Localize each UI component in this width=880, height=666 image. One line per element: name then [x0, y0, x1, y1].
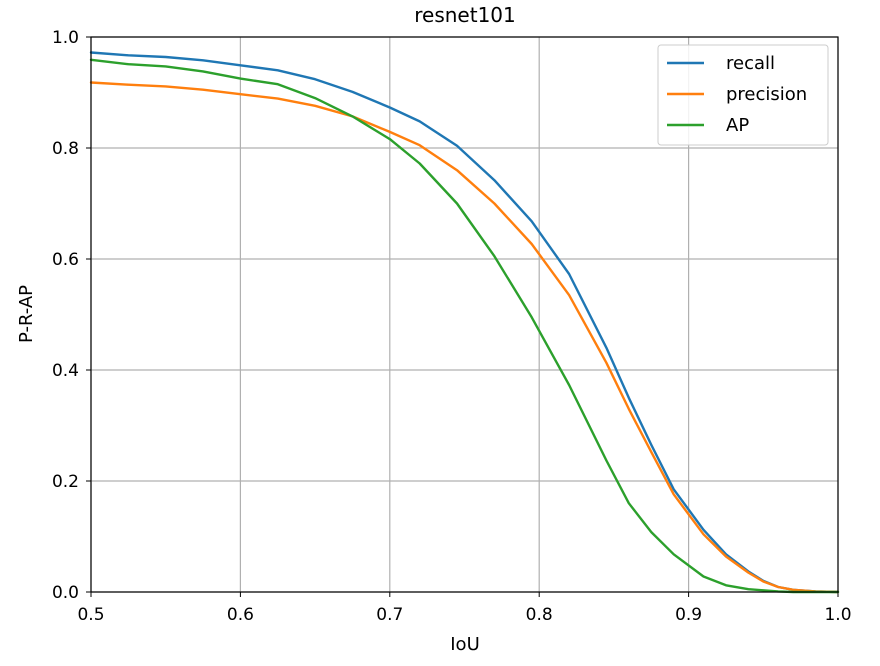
ticks: 0.5 0.6 0.7 0.8 0.9 1.0 0.0 0.2 0.4 0.6 0.8 1.0: [52, 28, 852, 625]
x-tick-label: 0.6: [227, 605, 254, 625]
plot-frame: [90, 36, 839, 593]
legend-label: precision: [726, 84, 807, 105]
y-axis-label: P-R-AP: [16, 285, 37, 343]
x-axis-label: IoU: [450, 634, 480, 655]
x-tick-label: 1.0: [824, 605, 851, 625]
y-tick-label: 0.6: [52, 250, 79, 270]
legend: recall precision AP: [657, 44, 829, 146]
x-tick-label: 0.5: [77, 605, 104, 625]
x-tick-label: 0.9: [675, 605, 702, 625]
y-tick-label: 0.4: [52, 361, 79, 381]
x-tick-label: 0.8: [526, 605, 553, 625]
legend-box: [657, 44, 829, 146]
legend-label: recall: [726, 53, 775, 74]
y-tick-label: 0.0: [52, 583, 79, 603]
chart-title: resnet101: [414, 3, 516, 27]
legend-label: AP: [726, 115, 749, 136]
x-tick-label: 0.7: [376, 605, 403, 625]
series-line-precision: [89, 81, 840, 594]
y-tick-label: 0.8: [52, 139, 79, 159]
y-tick-label: 1.0: [52, 28, 79, 48]
series-lines: [89, 51, 840, 594]
y-tick-label: 0.2: [52, 472, 79, 492]
series-line-ap: [89, 58, 840, 594]
